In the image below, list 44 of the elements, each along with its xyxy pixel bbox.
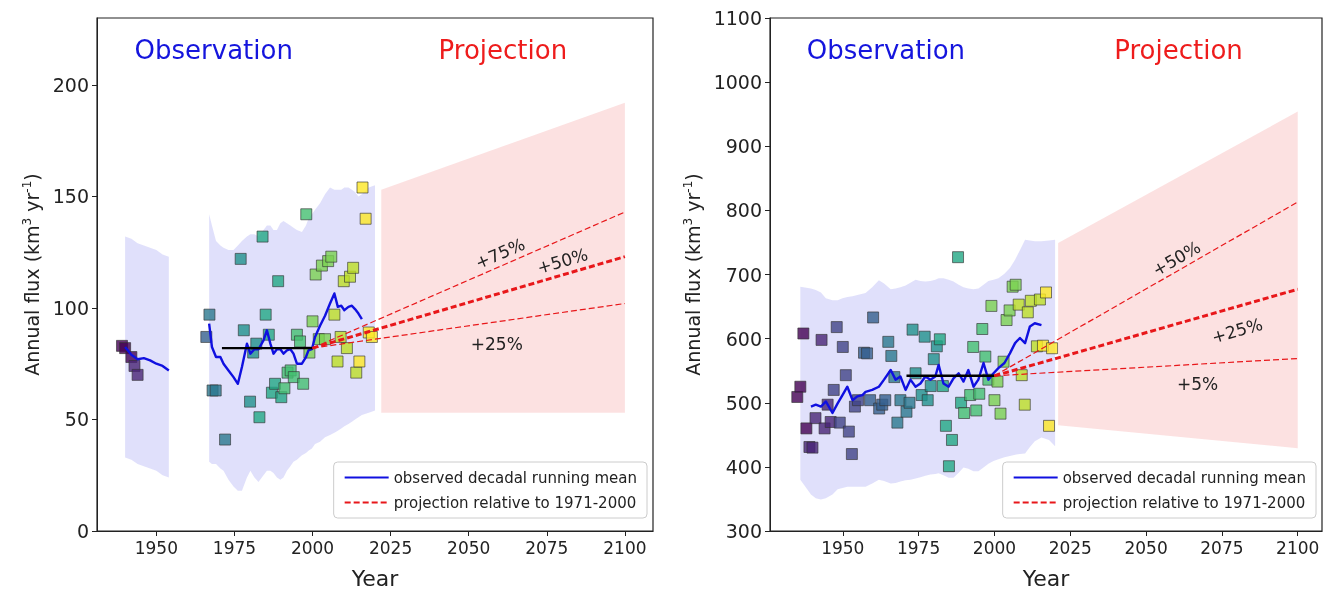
x-tick-label: 2075: [1200, 537, 1244, 558]
x-axis-title: Year: [1021, 565, 1071, 591]
legend-label: observed decadal running mean: [393, 468, 638, 487]
x-tick-label: 2100: [1276, 537, 1320, 558]
y-tick-label: 1100: [713, 7, 762, 29]
y-tick-label: 50: [64, 408, 89, 431]
x-tick-label: 2100: [603, 537, 647, 558]
y-tick-label: 200: [52, 73, 89, 96]
annotation: +25%: [1209, 313, 1265, 348]
x-tick-label: 2000: [290, 537, 335, 558]
x-tick-label: 2050: [447, 537, 491, 558]
annotation: +5%: [1177, 374, 1219, 395]
y-tick-label: 400: [725, 455, 762, 478]
x-tick-label: 1950: [134, 537, 178, 558]
y-tick-label: 800: [725, 199, 762, 222]
annotation: +50%: [534, 244, 591, 278]
y-tick-label: 1000: [713, 71, 762, 94]
legend-label: projection relative to 1971-2000: [1062, 493, 1306, 512]
annotation: Observation: [134, 35, 293, 65]
y-tick-label: 600: [725, 327, 762, 350]
y-axis-title: Annual flux (km3 yr-1): [681, 173, 705, 376]
x-tick-label: 2025: [1048, 537, 1092, 558]
y-tick-label: 0: [76, 520, 89, 542]
x-tick-label: 2075: [525, 537, 569, 558]
y-tick-label: 500: [725, 391, 762, 414]
annotation: +25%: [470, 333, 523, 354]
y-tick-label: 900: [725, 135, 762, 158]
x-tick-label: 1950: [821, 537, 865, 558]
x-tick-label: 2025: [368, 537, 413, 558]
y-tick-label: 300: [725, 520, 762, 542]
legend-label: projection relative to 1971-2000: [393, 493, 637, 512]
y-axis-title: Annual flux (km3 yr-1): [20, 173, 44, 376]
y-tick-label: 100: [52, 296, 89, 319]
annotation: Observation: [806, 35, 966, 65]
legend-label: observed decadal running mean: [1062, 468, 1307, 487]
x-tick-label: 1975: [896, 537, 941, 558]
x-tick-label: 1975: [212, 537, 257, 558]
y-tick-label: 700: [725, 263, 762, 286]
annotation: Projection: [438, 35, 568, 65]
annotation: Projection: [1114, 35, 1243, 65]
x-tick-label: 2050: [1124, 537, 1168, 558]
y-tick-label: 150: [52, 185, 89, 208]
x-tick-label: 2000: [972, 537, 1017, 558]
x-axis-title: Year: [350, 565, 400, 591]
